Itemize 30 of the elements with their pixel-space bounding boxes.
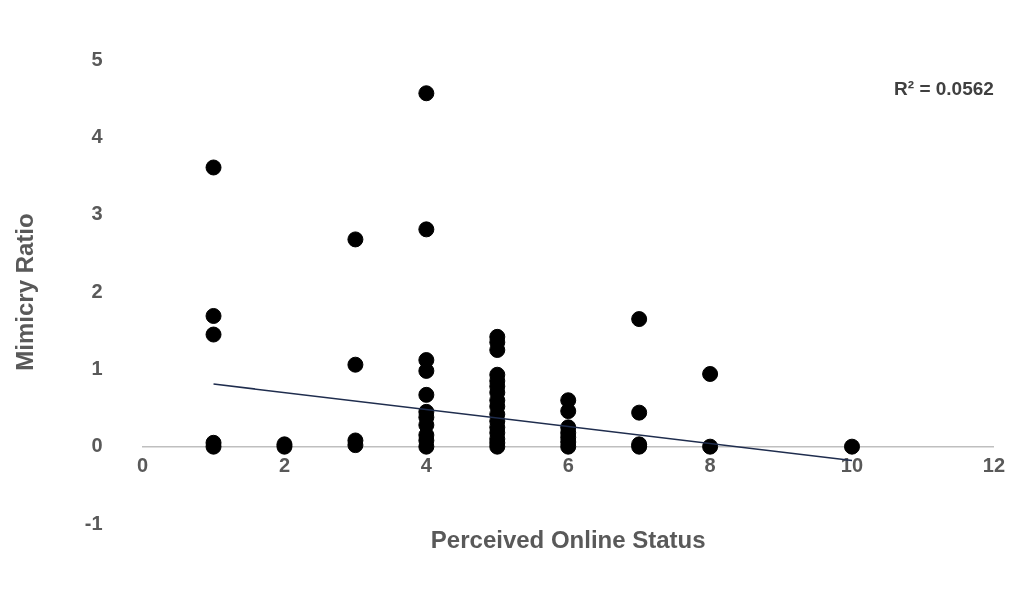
- point: [418, 85, 435, 102]
- point: [631, 311, 648, 328]
- y-tick-label: 3: [91, 202, 103, 225]
- y-tick-label: -1: [84, 511, 103, 534]
- point: [205, 326, 222, 343]
- x-tick-label: 6: [562, 454, 574, 477]
- y-axis-title: Mimicry Ratio: [11, 213, 39, 371]
- x-tick-label: 0: [137, 454, 149, 477]
- point: [631, 404, 648, 421]
- point: [418, 386, 435, 403]
- point: [560, 403, 577, 420]
- point: [347, 231, 364, 248]
- point: [844, 438, 860, 455]
- annotation: R² = 0.0562: [894, 78, 994, 100]
- x-tick-label: 4: [420, 454, 433, 477]
- x-tick-label: 10: [840, 454, 864, 477]
- point: [702, 365, 719, 382]
- point: [347, 356, 364, 373]
- y-tick-label: 2: [91, 279, 103, 302]
- y-tick-label: 1: [91, 356, 103, 379]
- x-axis-title: Perceived Online Status: [430, 525, 706, 553]
- point: [205, 159, 222, 176]
- y-tick-label: 4: [91, 124, 104, 147]
- x-tick-label: 2: [278, 454, 291, 477]
- y-tick-label: 0: [91, 434, 103, 457]
- point: [418, 221, 435, 238]
- y-tick-label: 5: [91, 47, 103, 70]
- x-tick-label: 8: [704, 454, 716, 477]
- x-tick-label: 12: [982, 454, 1005, 477]
- point: [205, 307, 222, 324]
